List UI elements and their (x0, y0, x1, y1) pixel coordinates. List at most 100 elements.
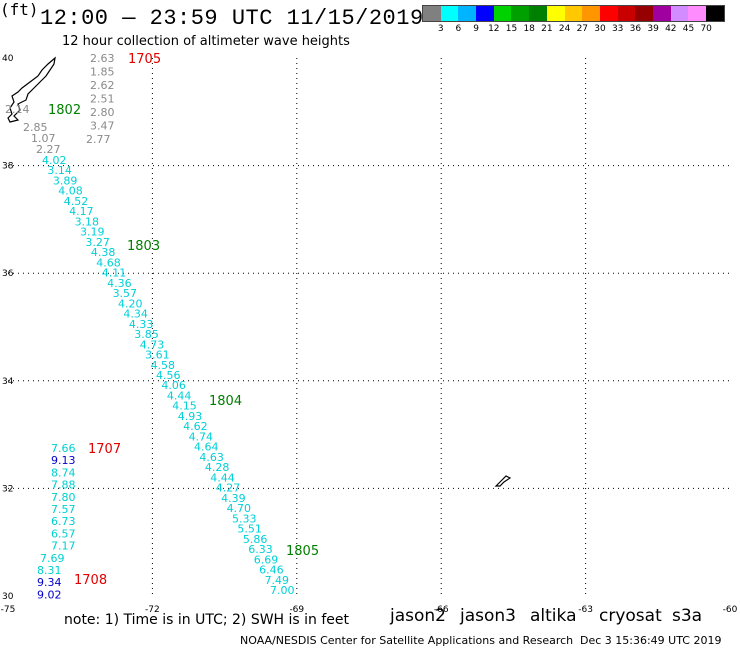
lat-tick-label: 30 (2, 592, 14, 602)
wave-height-value: 2.63 (90, 52, 115, 65)
legend-swatch (564, 6, 583, 21)
wave-height-value: 7.80 (51, 491, 76, 504)
island-shape (494, 475, 512, 487)
legend-label: 33 (611, 24, 624, 34)
wave-height-value: 6.33 (248, 543, 272, 556)
legend-swatch (546, 6, 565, 21)
wave-height-value: 3.27 (85, 236, 110, 249)
legend-swatch (511, 6, 530, 21)
wave-height-value: 4.52 (64, 195, 89, 208)
legend-label: 6 (455, 24, 462, 34)
wave-height-value: 4.33 (129, 318, 154, 331)
wave-height-value: 6.46 (259, 564, 284, 577)
legend-swatch (423, 6, 441, 21)
legend-label: 27 (576, 24, 589, 34)
satellite-jason3: jason3 (460, 606, 516, 626)
wave-height-value: 4.02 (42, 154, 67, 167)
wave-height-value: 4.36 (107, 277, 131, 290)
legend-label: 21 (541, 24, 553, 34)
wave-height-value: 3.85 (134, 328, 159, 341)
footnote: note: 1) Time is in UTC; 2) SWH is in fe… (64, 612, 350, 628)
wave-height-value: 4.17 (69, 205, 94, 218)
legend-label: 12 (488, 24, 500, 34)
wave-height-value: 4.62 (183, 420, 208, 433)
wave-height-value: 4.20 (118, 297, 143, 310)
wave-height-value: 3.61 (145, 349, 170, 362)
wave-height-value: 2.85 (23, 121, 48, 134)
pass-label: 1802 (48, 103, 81, 118)
pass-label: 1805 (286, 544, 319, 559)
legend-label: 30 (594, 24, 606, 34)
legend-label: 45 (682, 24, 695, 34)
wave-height-value: 4.68 (96, 256, 121, 269)
legend-swatch (617, 6, 636, 21)
legend-label: 24 (558, 24, 571, 34)
wave-height-value: 4.27 (216, 482, 241, 495)
legend-swatch (635, 6, 653, 21)
lat-tick-label: 38 (2, 162, 14, 172)
wave-height-value: 3.47 (90, 120, 115, 133)
lat-tick-label: 34 (2, 377, 14, 387)
wave-height-value: 5.86 (243, 533, 268, 546)
legend-swatch (670, 6, 689, 21)
legend-label: 70 (700, 24, 712, 34)
wave-height-value: 7.57 (51, 503, 76, 516)
wave-height-value: 6.57 (51, 527, 76, 540)
wave-height-value: 3.57 (113, 287, 138, 300)
lon-tick-label: -63 (578, 605, 593, 615)
wave-height-value: 5.33 (232, 512, 257, 525)
pass-label: 1707 (88, 442, 121, 457)
lon-tick-label: -60 (723, 605, 738, 615)
wave-height-value: 2.80 (90, 106, 115, 119)
wave-height-value: 1.85 (90, 66, 115, 79)
lon-tick-label: -75 (1, 605, 16, 615)
wave-height-value: 2.77 (86, 133, 111, 146)
legend-label: 39 (647, 24, 659, 34)
legend-swatch (529, 6, 547, 21)
legend-labels: 3 6 9 12 15 18 21 24 27 30 33 36 39 42 45 70 (422, 22, 725, 34)
wave-height-value: 4.34 (123, 308, 148, 321)
generation-date: Dec 3 15:36:49 UTC 2019 (580, 634, 722, 647)
legend-label: 42 (665, 24, 677, 34)
legend-label: 18 (523, 24, 535, 34)
wave-height-value: 5.51 (237, 523, 262, 536)
wave-height-value: 4.63 (199, 451, 224, 464)
legend-swatch (599, 6, 618, 21)
wave-height-value: 7.00 (270, 584, 295, 597)
wave-height-value: 2.14 (5, 103, 30, 116)
page-subtitle: 12 hour collection of altimeter wave hei… (62, 34, 350, 49)
legend-swatch (476, 6, 494, 21)
wave-height-value: 6.69 (254, 553, 279, 566)
wave-height-value: 9.34 (37, 576, 62, 589)
legend-swatch (582, 6, 600, 21)
wave-height-value: 7.49 (265, 574, 290, 587)
lon-tick-label: -66 (434, 605, 449, 615)
wave-height-value: 4.73 (140, 338, 165, 351)
wave-height-value: 4.56 (156, 369, 181, 382)
pass-label: 1804 (209, 394, 242, 409)
pass-label: 1708 (74, 573, 107, 588)
satellite-altika: altika (530, 606, 577, 626)
wave-height-value: 4.44 (210, 471, 235, 484)
wave-height-value: 3.18 (75, 215, 100, 228)
color-legend: 3 6 9 12 15 18 21 24 27 30 33 36 39 42 45 70 (422, 5, 725, 34)
satellite-cryosat: cryosat (599, 606, 662, 626)
wave-height-value: 3.19 (80, 226, 105, 239)
lat-tick-label: 32 (2, 484, 13, 494)
legend-label: 3 (437, 24, 444, 34)
wave-height-value: 4.58 (151, 359, 176, 372)
lat-tick-label: 36 (2, 269, 14, 279)
legend-swatch (652, 6, 671, 21)
wave-height-value: 4.64 (194, 441, 219, 454)
wave-height-value: 4.38 (91, 246, 116, 259)
wave-height-value: 6.73 (51, 515, 76, 528)
coastline-shape (7, 56, 56, 123)
wave-height-value: 4.39 (221, 492, 246, 505)
legend-swatch (458, 6, 477, 21)
wave-height-value: 7.69 (40, 552, 65, 565)
wave-height-value: 4.06 (161, 379, 186, 392)
legend-swatch (440, 6, 459, 21)
wave-height-value: 4.74 (189, 430, 214, 443)
wave-height-value: 2.62 (90, 79, 115, 92)
